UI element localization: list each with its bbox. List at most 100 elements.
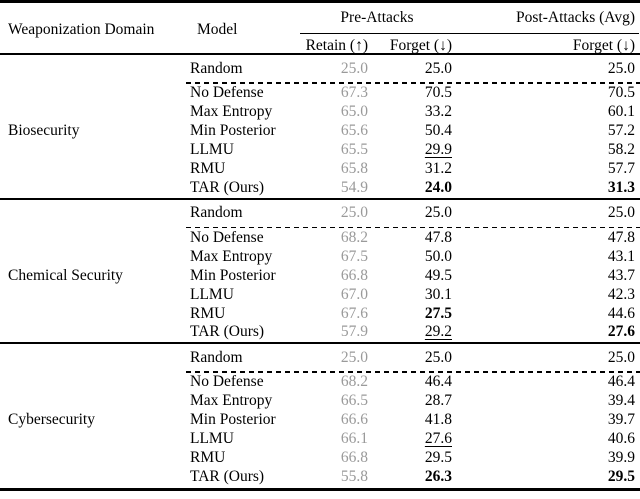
- model-cell: Max Entropy: [190, 247, 273, 265]
- retain-value: 66.8: [340, 449, 368, 466]
- forget-value: 29.5: [424, 449, 452, 466]
- forget-value: 50.4: [424, 122, 452, 140]
- model-cell: LLMU: [190, 141, 234, 159]
- forget-value: 26.3: [424, 467, 452, 485]
- header-mid-rule: [300, 33, 639, 35]
- forget-value: 29.9: [424, 141, 452, 159]
- table-row: Random 25.0 25.0 25.0: [0, 55, 640, 82]
- retain-value: 25.0: [340, 59, 368, 77]
- retain-value: 65.0: [340, 103, 368, 121]
- table-row: RMU 66.8 29.5 39.9: [0, 449, 640, 468]
- retain-value: 25.0: [340, 348, 368, 366]
- post-forget-value: 39.7: [607, 411, 635, 429]
- forget-value: 49.5: [424, 266, 452, 284]
- table-row: TAR (Ours) 55.8 26.3 29.5: [0, 467, 640, 486]
- table-row: Random 25.0 25.0 25.0: [0, 200, 640, 227]
- model-cell: Random: [190, 59, 243, 77]
- post-forget-value: 25.0: [607, 204, 635, 221]
- model-cell: Min Posterior: [190, 122, 276, 140]
- retain-value: 66.1: [340, 430, 368, 448]
- post-forget-value: 44.6: [607, 304, 635, 322]
- model-cell: LLMU: [190, 285, 234, 303]
- defense-rows: No Defense 68.2 47.8 47.8 Max Entropy 67…: [0, 229, 640, 342]
- model-cell: RMU: [190, 449, 226, 466]
- forget-value: 46.4: [424, 373, 452, 391]
- model-cell: Random: [190, 204, 243, 221]
- post-forget-value: 60.1: [607, 103, 635, 121]
- retain-value: 68.2: [340, 373, 368, 391]
- post-forget-value: 31.3: [607, 178, 635, 196]
- model-cell: TAR (Ours): [190, 323, 265, 341]
- model-cell: RMU: [190, 160, 226, 177]
- top-rule: [0, 0, 640, 3]
- table-header: Weaponization Domain Model Pre-Attacks P…: [0, 3, 640, 55]
- table-row: No Defense 68.2 46.4 46.4: [0, 373, 640, 392]
- retain-value: 66.8: [340, 266, 368, 284]
- header-forget-pre: Forget (↓): [389, 37, 452, 54]
- table-row: LLMU 65.5 29.9 58.2: [0, 141, 640, 160]
- retain-value: 67.0: [340, 285, 368, 303]
- header-model: Model: [197, 21, 238, 38]
- header-weaponization-domain: Weaponization Domain: [8, 21, 155, 38]
- model-cell: RMU: [190, 304, 226, 322]
- retain-value: 25.0: [340, 204, 368, 221]
- retain-value: 65.6: [340, 122, 368, 140]
- post-forget-value: 47.8: [607, 228, 635, 246]
- retain-value: 57.9: [340, 323, 368, 341]
- table-row: TAR (Ours) 57.9 29.2 27.6: [0, 323, 640, 342]
- forget-value: 27.5: [424, 304, 452, 322]
- defense-rows: No Defense 68.2 46.4 46.4 Max Entropy 66…: [0, 373, 640, 486]
- table-row: Max Entropy 66.5 28.7 39.4: [0, 392, 640, 411]
- table-row: TAR (Ours) 54.9 24.0 31.3: [0, 178, 640, 197]
- dashed-divider: [186, 226, 640, 229]
- post-forget-value: 57.7: [607, 160, 635, 177]
- defense-rows: No Defense 67.3 70.5 70.5 Max Entropy 65…: [0, 84, 640, 197]
- retain-value: 65.8: [340, 160, 368, 177]
- table-row: Max Entropy 65.0 33.2 60.1: [0, 103, 640, 122]
- table-row: Random 25.0 25.0 25.0: [0, 344, 640, 371]
- model-cell: TAR (Ours): [190, 467, 265, 485]
- model-cell: Min Posterior: [190, 411, 276, 429]
- model-cell: Max Entropy: [190, 392, 273, 410]
- forget-value: 50.0: [424, 247, 452, 265]
- forget-value: 25.0: [424, 204, 452, 221]
- model-cell: LLMU: [190, 430, 234, 448]
- forget-value: 27.6: [424, 430, 452, 448]
- post-forget-value: 29.5: [607, 467, 635, 485]
- bottom-rule: [0, 488, 640, 491]
- table-row: No Defense 68.2 47.8 47.8: [0, 229, 640, 248]
- model-cell: Random: [190, 348, 243, 366]
- retain-value: 55.8: [340, 467, 368, 485]
- table-row: Cybersecurity Min Posterior 66.6 41.8 39…: [0, 411, 640, 430]
- post-forget-value: 39.4: [607, 392, 635, 410]
- model-cell: Min Posterior: [190, 266, 276, 284]
- section-chemical-security: Random 25.0 25.0 25.0 No Defense 68.2 47…: [0, 200, 640, 344]
- retain-value: 67.6: [340, 304, 368, 322]
- forget-value: 28.7: [424, 392, 452, 410]
- domain-label: Biosecurity: [8, 122, 80, 140]
- forget-value: 25.0: [424, 348, 452, 366]
- forget-value: 29.2: [424, 323, 452, 341]
- post-forget-value: 57.2: [607, 122, 635, 140]
- dashed-divider: [186, 82, 640, 84]
- section-biosecurity: Random 25.0 25.0 25.0 No Defense 67.3 70…: [0, 55, 640, 200]
- retain-value: 67.5: [340, 247, 368, 265]
- table-row: No Defense 67.3 70.5 70.5: [0, 84, 640, 103]
- post-forget-value: 42.3: [607, 285, 635, 303]
- retain-value: 67.3: [340, 84, 368, 102]
- header-forget-post: Forget (↓): [572, 37, 635, 54]
- forget-value: 47.8: [424, 228, 452, 246]
- model-cell: Max Entropy: [190, 103, 273, 121]
- table-row: Chemical Security Min Posterior 66.8 49.…: [0, 266, 640, 285]
- retain-value: 68.2: [340, 228, 368, 246]
- dashed-divider: [186, 371, 640, 373]
- retain-value: 66.6: [340, 411, 368, 429]
- model-cell: TAR (Ours): [190, 178, 265, 196]
- forget-value: 24.0: [424, 178, 452, 196]
- post-forget-value: 40.6: [607, 430, 635, 448]
- post-forget-value: 46.4: [607, 373, 635, 391]
- model-cell: No Defense: [190, 228, 264, 246]
- domain-label: Cybersecurity: [8, 411, 95, 429]
- table-row: LLMU 66.1 27.6 40.6: [0, 430, 640, 449]
